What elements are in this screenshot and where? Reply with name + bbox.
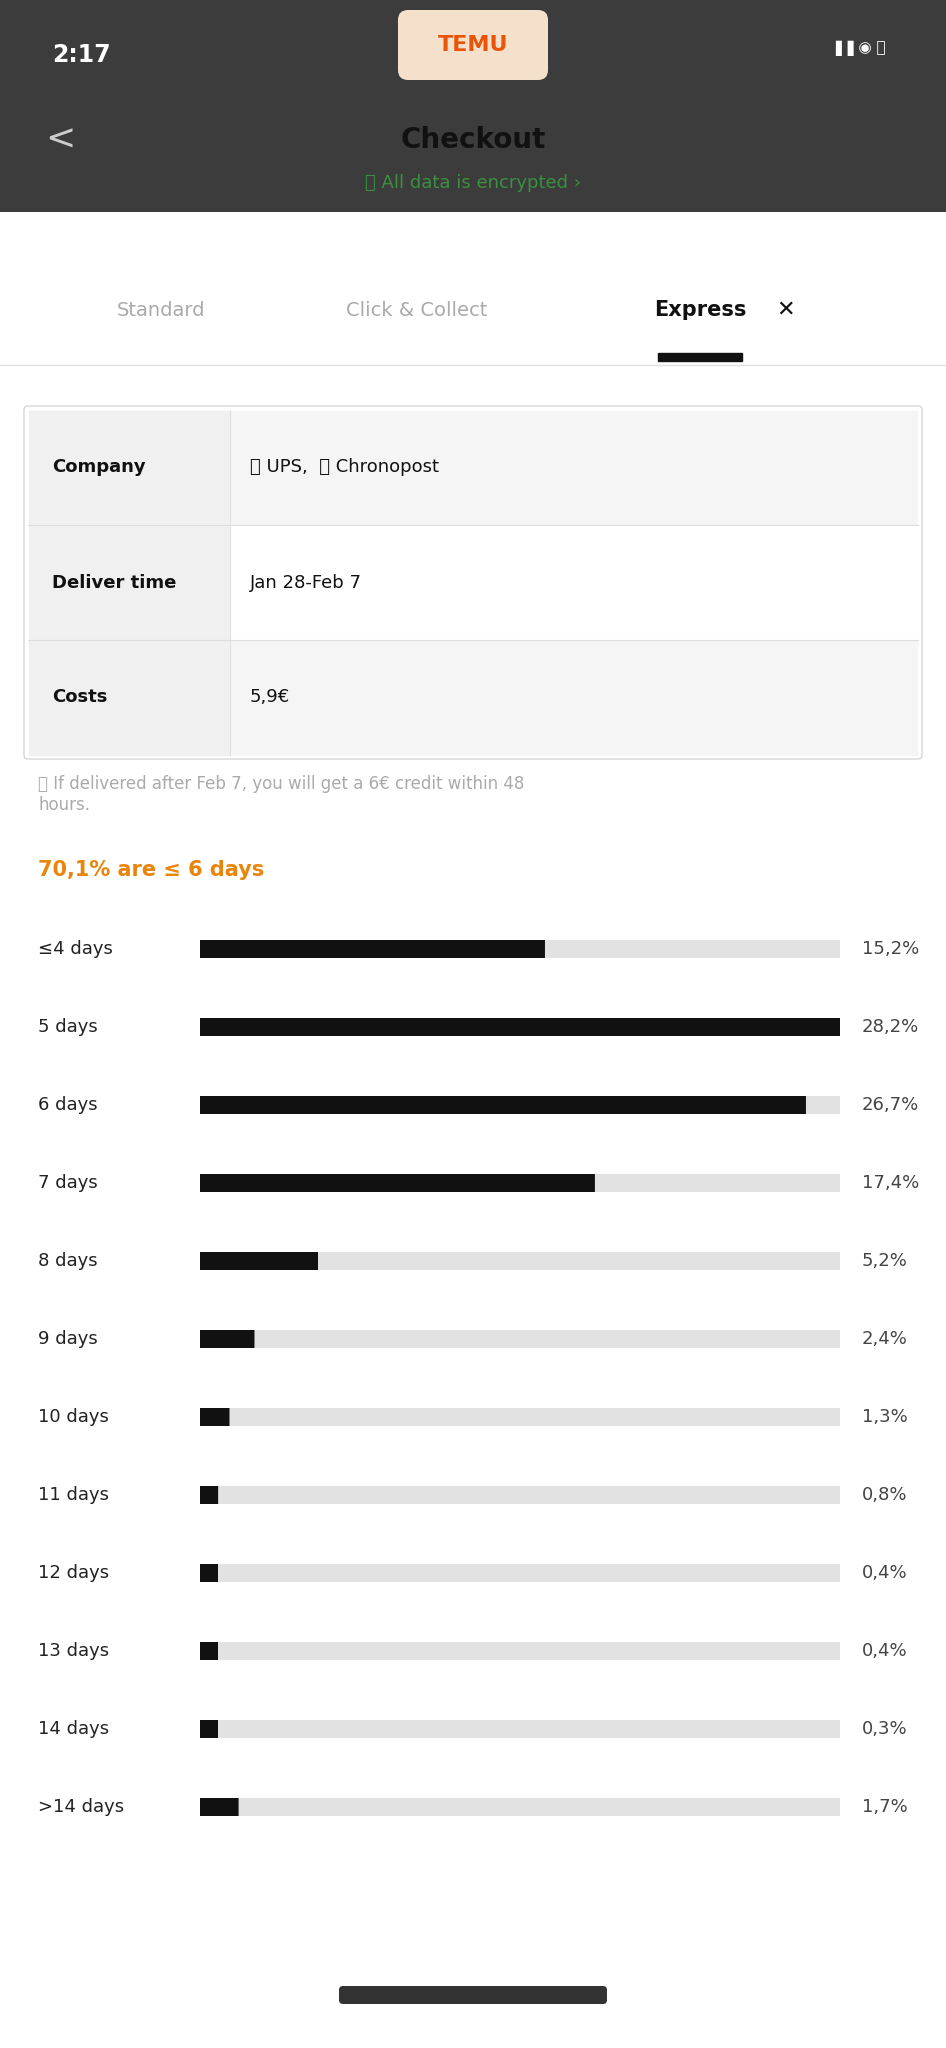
Bar xyxy=(29,641,917,756)
Text: Costs: Costs xyxy=(52,688,108,707)
Text: Express: Express xyxy=(654,299,746,319)
Text: 5,2%: 5,2% xyxy=(862,1251,908,1270)
Bar xyxy=(29,412,917,524)
Text: 10 days: 10 days xyxy=(38,1409,109,1425)
Text: 9 days: 9 days xyxy=(38,1329,97,1348)
FancyBboxPatch shape xyxy=(200,1329,840,1348)
FancyBboxPatch shape xyxy=(398,10,548,80)
Text: 28,2%: 28,2% xyxy=(862,1018,920,1036)
Text: Jan 28-Feb 7: Jan 28-Feb 7 xyxy=(250,573,362,592)
Text: 26,7%: 26,7% xyxy=(862,1096,920,1114)
Text: 2,4%: 2,4% xyxy=(862,1329,908,1348)
FancyBboxPatch shape xyxy=(200,1487,840,1503)
FancyBboxPatch shape xyxy=(200,1487,219,1503)
Bar xyxy=(658,352,742,360)
FancyBboxPatch shape xyxy=(200,1565,840,1581)
Bar xyxy=(0,0,946,229)
FancyBboxPatch shape xyxy=(200,1174,840,1192)
FancyBboxPatch shape xyxy=(200,940,545,958)
Bar xyxy=(29,526,917,639)
FancyBboxPatch shape xyxy=(200,1096,806,1114)
FancyBboxPatch shape xyxy=(200,1409,840,1425)
Text: 11 days: 11 days xyxy=(38,1487,109,1503)
Text: ✕: ✕ xyxy=(776,299,795,319)
Text: >14 days: >14 days xyxy=(38,1798,124,1817)
Bar xyxy=(29,641,230,756)
FancyBboxPatch shape xyxy=(200,1565,218,1581)
Text: ▐▐ ◉ 🔋: ▐▐ ◉ 🔋 xyxy=(831,41,886,55)
Text: 2:17: 2:17 xyxy=(52,43,111,68)
Bar xyxy=(0,260,946,2048)
FancyBboxPatch shape xyxy=(200,1642,218,1661)
Bar xyxy=(29,526,230,639)
FancyBboxPatch shape xyxy=(200,1798,840,1817)
Text: 12 days: 12 days xyxy=(38,1565,109,1581)
FancyBboxPatch shape xyxy=(200,1642,840,1661)
Text: 1,7%: 1,7% xyxy=(862,1798,908,1817)
Text: 15,2%: 15,2% xyxy=(862,940,920,958)
Text: 0,4%: 0,4% xyxy=(862,1642,907,1661)
FancyBboxPatch shape xyxy=(200,1251,318,1270)
Text: 6 days: 6 days xyxy=(38,1096,97,1114)
FancyBboxPatch shape xyxy=(200,1720,840,1739)
Text: Standard: Standard xyxy=(116,301,205,319)
FancyBboxPatch shape xyxy=(339,1987,607,2005)
Text: 13 days: 13 days xyxy=(38,1642,109,1661)
FancyBboxPatch shape xyxy=(200,1251,840,1270)
Text: 17,4%: 17,4% xyxy=(862,1174,920,1192)
Text: 🔒 All data is encrypted ›: 🔒 All data is encrypted › xyxy=(365,174,581,193)
Text: 5,9€: 5,9€ xyxy=(250,688,290,707)
FancyBboxPatch shape xyxy=(200,1096,840,1114)
Text: Checkout: Checkout xyxy=(400,127,546,154)
Text: 🟤 UPS,  🔷 Chronopost: 🟤 UPS, 🔷 Chronopost xyxy=(250,459,439,477)
FancyBboxPatch shape xyxy=(24,406,922,760)
Text: 70,1% are ≤ 6 days: 70,1% are ≤ 6 days xyxy=(38,860,264,881)
FancyBboxPatch shape xyxy=(200,940,840,958)
FancyBboxPatch shape xyxy=(0,213,946,2048)
FancyBboxPatch shape xyxy=(200,1018,840,1036)
Text: ⓘ If delivered after Feb 7, you will get a 6€ credit within 48
hours.: ⓘ If delivered after Feb 7, you will get… xyxy=(38,774,524,813)
Bar xyxy=(29,412,230,524)
FancyBboxPatch shape xyxy=(200,1720,218,1739)
Text: 0,3%: 0,3% xyxy=(862,1720,907,1739)
Text: 1,3%: 1,3% xyxy=(862,1409,908,1425)
Text: Click & Collect: Click & Collect xyxy=(345,301,487,319)
Text: ≤4 days: ≤4 days xyxy=(38,940,113,958)
Text: 0,8%: 0,8% xyxy=(862,1487,907,1503)
Text: 8 days: 8 days xyxy=(38,1251,97,1270)
FancyBboxPatch shape xyxy=(200,1329,254,1348)
Text: TEMU: TEMU xyxy=(438,35,508,55)
Text: <: < xyxy=(45,123,76,158)
Text: 7 days: 7 days xyxy=(38,1174,97,1192)
Text: 14 days: 14 days xyxy=(38,1720,109,1739)
Text: 0,4%: 0,4% xyxy=(862,1565,907,1581)
Text: 5 days: 5 days xyxy=(38,1018,97,1036)
Text: Deliver time: Deliver time xyxy=(52,573,176,592)
FancyBboxPatch shape xyxy=(200,1174,595,1192)
Text: Company: Company xyxy=(52,459,146,477)
FancyBboxPatch shape xyxy=(200,1018,840,1036)
FancyBboxPatch shape xyxy=(200,1409,230,1425)
FancyBboxPatch shape xyxy=(200,1798,238,1817)
